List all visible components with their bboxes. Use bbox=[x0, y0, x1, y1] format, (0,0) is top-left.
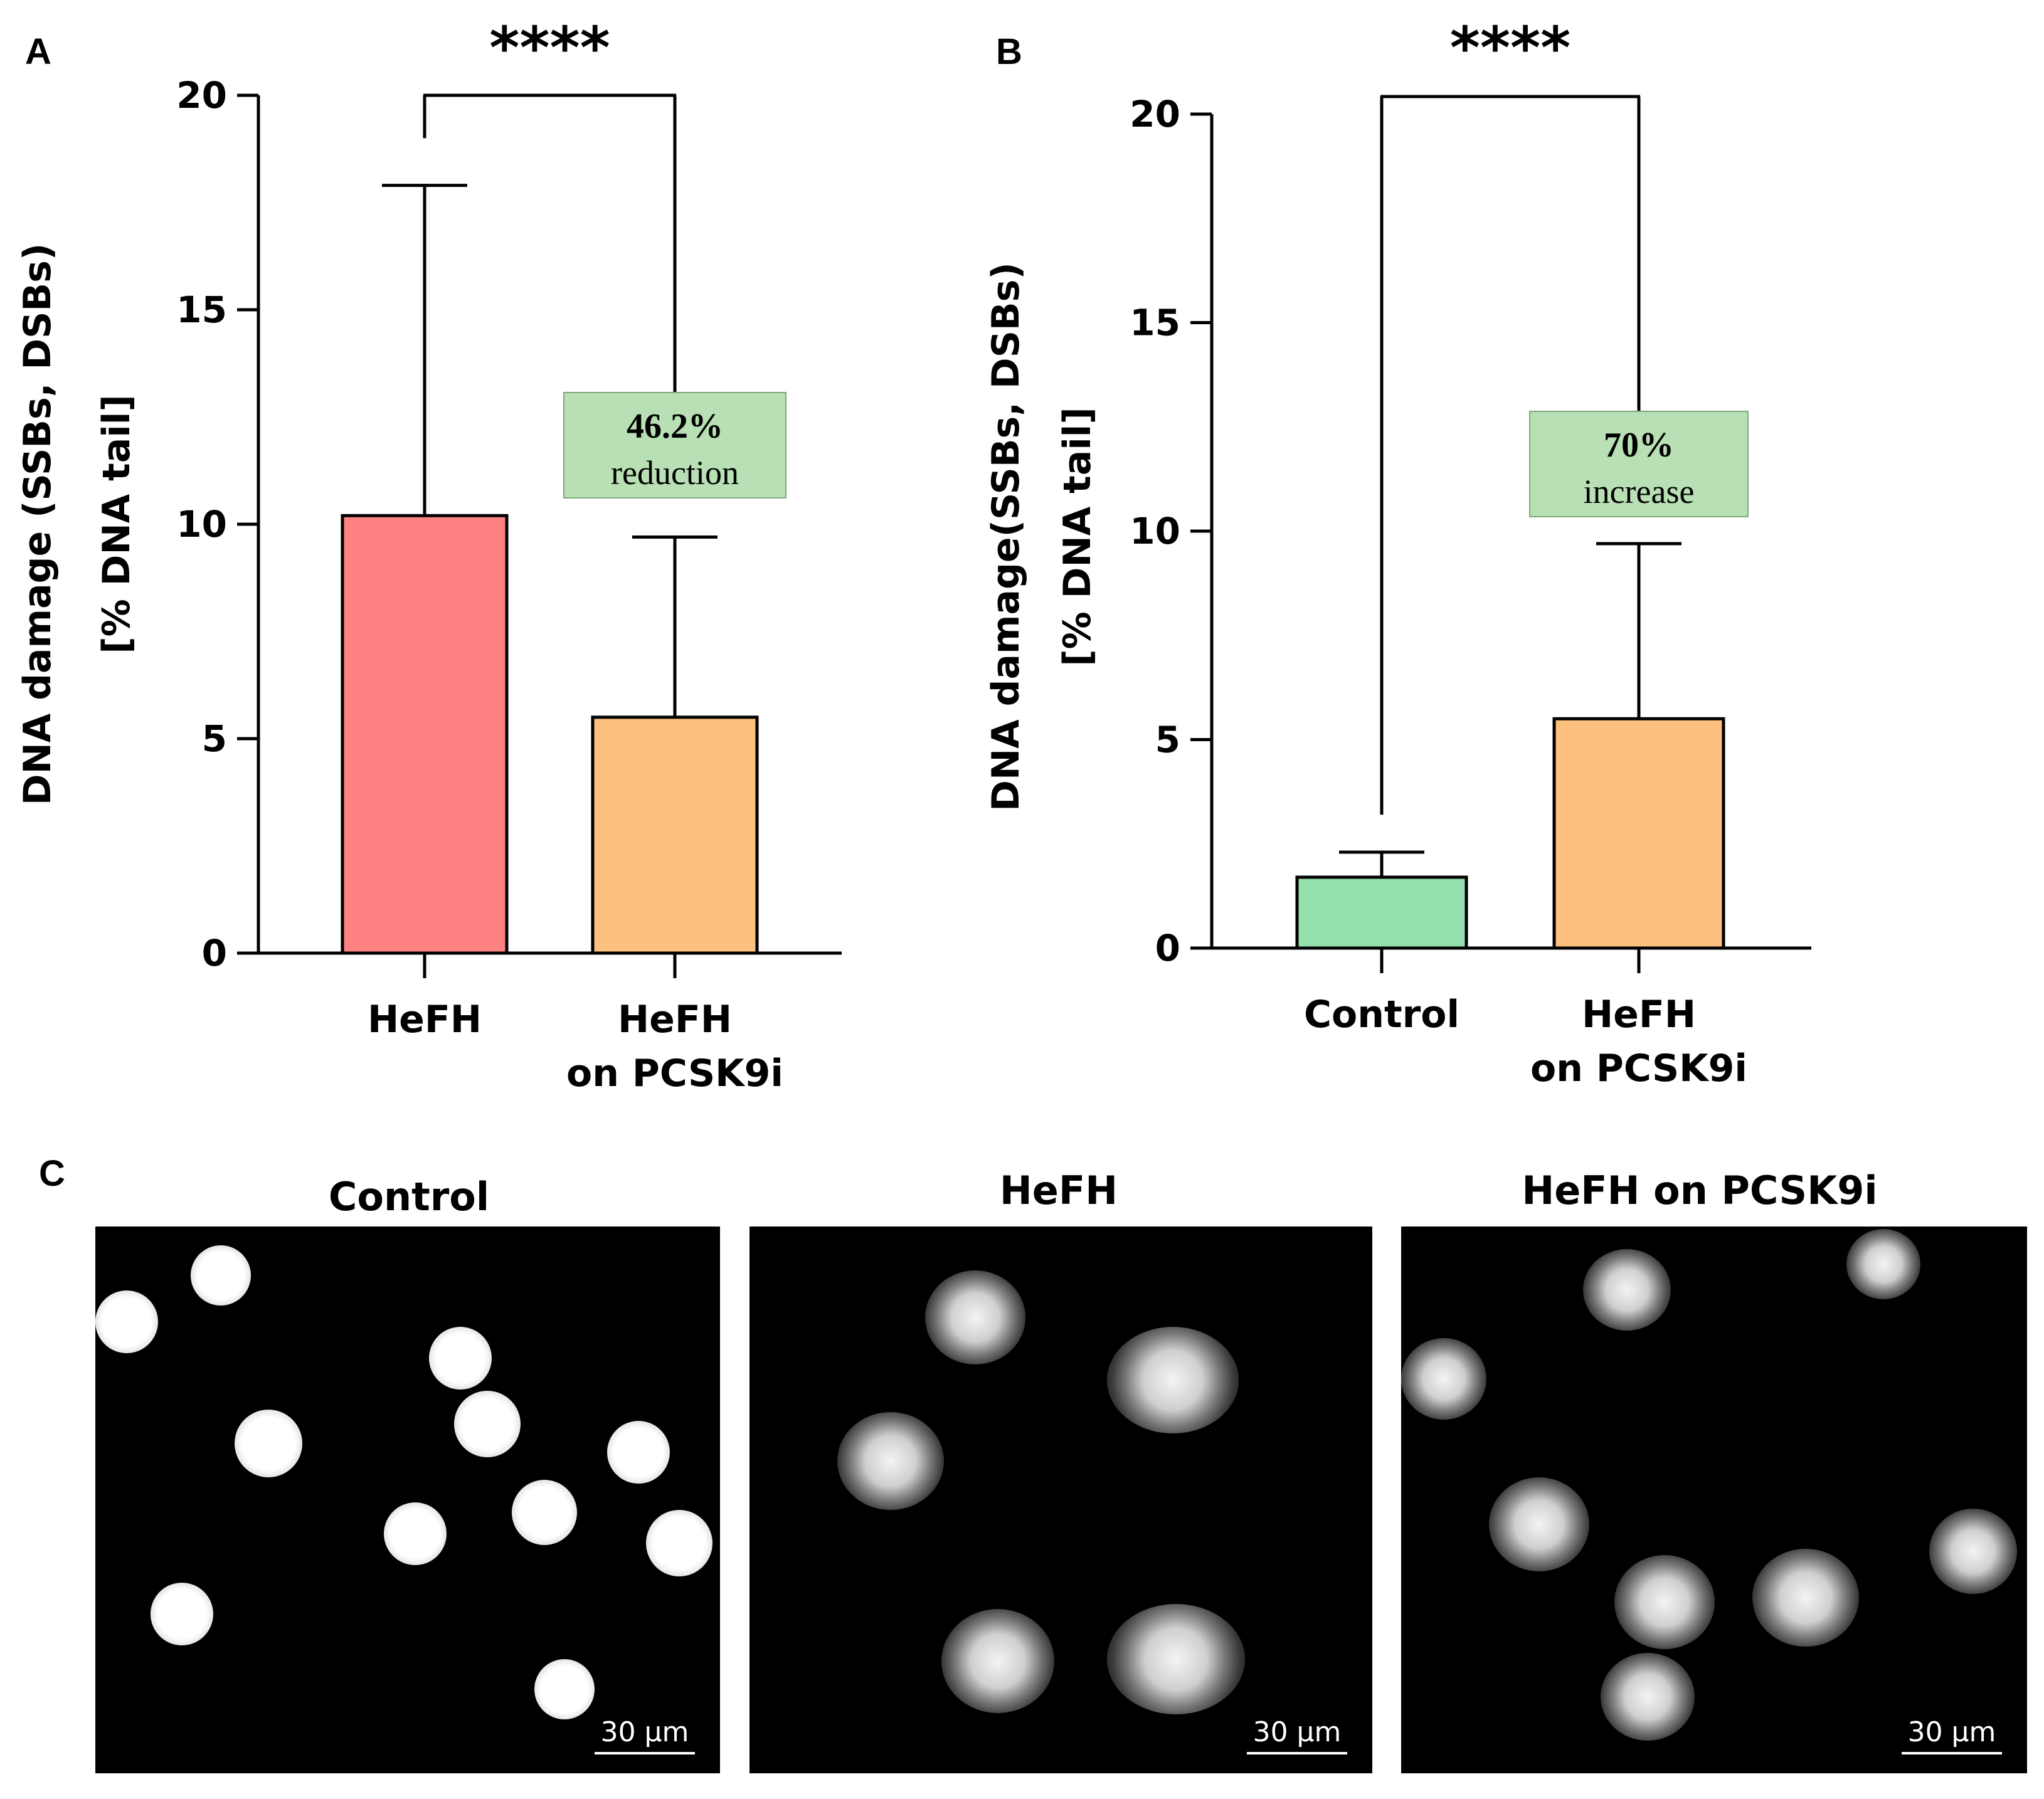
y-tick-label: 0 bbox=[1155, 927, 1180, 969]
micrograph-title-hefh: HeFH bbox=[999, 1168, 1118, 1213]
y-tick-label: 10 bbox=[1130, 510, 1180, 552]
bar bbox=[341, 514, 509, 955]
cell bbox=[1846, 1229, 1920, 1299]
scale-bar-label: 30 µm bbox=[1907, 1716, 1996, 1748]
cell bbox=[534, 1659, 595, 1719]
scale-bar: 30 µm bbox=[595, 1716, 695, 1754]
x-tick-label: on PCSK9i bbox=[1530, 1047, 1747, 1090]
micrograph-title-hefh-pcsk9i: HeFH on PCSK9i bbox=[1522, 1168, 1878, 1213]
cell bbox=[191, 1245, 251, 1306]
micrograph-control: 30 µm bbox=[95, 1227, 720, 1773]
scale-bar-label: 30 µm bbox=[1252, 1716, 1342, 1748]
y-axis-label: [% DNA tail] bbox=[1056, 407, 1099, 667]
y-axis-label: DNA damage (SSBs, DSBs) bbox=[16, 243, 60, 805]
y-tick-label: 10 bbox=[176, 503, 227, 546]
significance-stars: **** bbox=[489, 14, 610, 82]
panel-letter-b: B bbox=[996, 31, 1022, 72]
scale-bar: 30 µm bbox=[1902, 1716, 2002, 1754]
y-axis-label: DNA damage(SSBs, DSBs) bbox=[984, 262, 1028, 811]
cell bbox=[1401, 1338, 1486, 1420]
x-tick-label: Control bbox=[1304, 993, 1459, 1037]
cell bbox=[151, 1583, 213, 1645]
y-tick-label: 15 bbox=[176, 288, 227, 331]
scale-bar-label: 30 µm bbox=[600, 1716, 689, 1748]
cell bbox=[925, 1270, 1025, 1364]
micrograph-hefh: 30 µm bbox=[749, 1227, 1372, 1773]
cell bbox=[1614, 1555, 1715, 1649]
y-tick-label: 20 bbox=[1130, 93, 1180, 135]
annotation-box bbox=[563, 392, 786, 499]
cell bbox=[429, 1327, 492, 1390]
cell bbox=[454, 1391, 521, 1457]
bar bbox=[591, 715, 759, 955]
cell bbox=[1489, 1477, 1589, 1571]
x-tick-label: HeFH bbox=[1582, 993, 1696, 1037]
panel-letter-c: C bbox=[39, 1153, 65, 1194]
cell bbox=[837, 1412, 944, 1510]
cell bbox=[1752, 1549, 1859, 1647]
cell bbox=[646, 1510, 712, 1576]
bar bbox=[1552, 717, 1725, 950]
scale-bar: 30 µm bbox=[1247, 1716, 1347, 1754]
annotation-box bbox=[1529, 411, 1749, 517]
cell bbox=[1601, 1653, 1695, 1741]
cell bbox=[607, 1421, 670, 1484]
panel-letter-a: A bbox=[25, 31, 51, 72]
chart-b: 0 5 10 15 20 DNA damage(SSBs, DSBs) [% DNA tai… bbox=[984, 14, 1811, 1090]
bar-charts: A B 0 5 10 15 20 DNA damage (SSBs, DSBs) [% DN… bbox=[16, 14, 1811, 1095]
annotation-text: increase bbox=[1584, 473, 1695, 510]
scale-bar-line bbox=[595, 1752, 695, 1754]
y-tick-label: 5 bbox=[202, 717, 227, 760]
annotation-value: 46.2% bbox=[627, 407, 723, 446]
cell bbox=[512, 1480, 577, 1545]
scale-bar-line bbox=[1247, 1752, 1347, 1754]
bar bbox=[1295, 875, 1468, 950]
scale-bar-line bbox=[1902, 1752, 2002, 1754]
cell bbox=[1107, 1327, 1239, 1433]
chart-a: 0 5 10 15 20 DNA damage (SSBs, DSBs) [% DNA ta… bbox=[16, 14, 842, 1095]
cell bbox=[1107, 1604, 1245, 1714]
cell bbox=[384, 1502, 447, 1565]
cell bbox=[1929, 1509, 2017, 1594]
y-tick-label: 5 bbox=[1155, 719, 1180, 761]
x-tick-label: HeFH bbox=[368, 998, 482, 1042]
micrograph-hefh-pcsk9i: 30 µm bbox=[1401, 1227, 2027, 1773]
y-tick-label: 0 bbox=[202, 932, 227, 974]
cell bbox=[1583, 1249, 1671, 1331]
x-tick-label: HeFH bbox=[618, 998, 732, 1042]
annotation-text: reduction bbox=[611, 454, 739, 492]
y-axis-label: [% DNA tail] bbox=[95, 394, 139, 654]
x-tick-label: on PCSK9i bbox=[566, 1052, 783, 1095]
cell bbox=[235, 1410, 302, 1477]
significance-stars: **** bbox=[1450, 14, 1570, 82]
y-tick-label: 20 bbox=[176, 74, 227, 117]
micrograph-title-control: Control bbox=[328, 1174, 490, 1220]
y-tick-label: 15 bbox=[1130, 302, 1180, 344]
cell bbox=[95, 1290, 158, 1353]
annotation-value: 70% bbox=[1604, 426, 1674, 465]
cell bbox=[941, 1609, 1054, 1713]
